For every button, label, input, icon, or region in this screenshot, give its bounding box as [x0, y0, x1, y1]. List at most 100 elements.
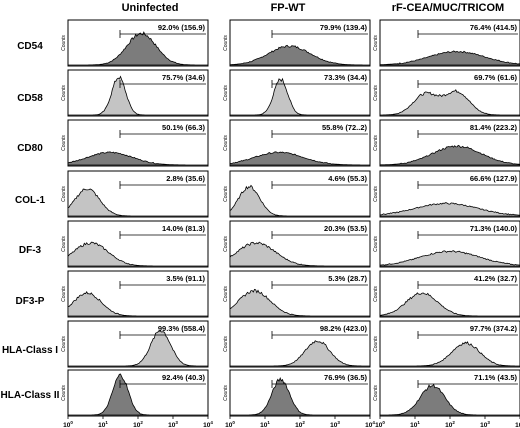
- y-axis-label: Counts: [373, 186, 379, 202]
- x-tick-label: 103: [330, 420, 340, 428]
- histogram-panel-hla-class-ii-uninfected: Counts 92.4% (40.3) 100 101 102 103 104: [61, 369, 213, 428]
- row-label-cd58: CD58: [17, 93, 43, 104]
- gate-percent-label: 66.6% (127.9): [470, 174, 518, 183]
- histogram-panel-df3-p-uninfected: Counts 3.5% (91.1): [61, 270, 209, 318]
- column-headers: Uninfected FP-WT rF-CEA/MUC/TRICOM: [122, 2, 505, 14]
- panel-frame: [67, 19, 209, 67]
- y-axis-label: Counts: [373, 135, 379, 151]
- y-axis-label: Counts: [61, 135, 67, 151]
- histogram-panel-cd54-uninfected: Counts 92.0% (156.9): [61, 19, 209, 67]
- panel-frame: [379, 320, 520, 368]
- histogram-area: [68, 330, 208, 367]
- histogram-area: [67, 291, 208, 317]
- histogram-panel-cd58-fp-wt: Counts 73.3% (34.4): [223, 69, 371, 117]
- x-tick-label: 104: [515, 420, 520, 428]
- y-axis-label: Counts: [223, 35, 229, 51]
- panel-frame: [67, 220, 209, 268]
- panel-frame: [379, 119, 520, 167]
- histogram-area: [379, 292, 520, 317]
- gate-percent-label: 50.1% (66.3): [162, 123, 205, 132]
- gate-percent-label: 98.2% (423.0): [320, 324, 368, 333]
- y-axis-label: Counts: [373, 385, 379, 401]
- panel-frame: [229, 220, 371, 268]
- y-axis-label: Counts: [223, 385, 229, 401]
- histogram-panel-df-3-fp-wt: Counts 20.3% (53.5): [223, 220, 371, 268]
- row-label-hla-class-i: HLA-Class I: [2, 345, 58, 356]
- x-tick-label: 104: [365, 420, 375, 428]
- gate-percent-label: 41.2% (32.7): [474, 274, 517, 283]
- column-header-rf-cea-muc-tricom: rF-CEA/MUC/TRICOM: [392, 2, 504, 14]
- column-header-uninfected: Uninfected: [122, 2, 179, 14]
- x-tick-label: 103: [168, 420, 178, 428]
- histogram-panel-cd54-fp-wt: Counts 79.9% (139.4): [223, 19, 371, 67]
- y-axis-label: Counts: [61, 336, 67, 352]
- histogram-area: [229, 44, 370, 66]
- gate-percent-label: 79.9% (139.4): [320, 23, 368, 32]
- histogram-panel-cd80-fp-wt: Counts 55.8% (72..2): [223, 119, 371, 167]
- gate-percent-label: 81.4% (223.2): [470, 123, 518, 132]
- histogram-area: [379, 50, 520, 66]
- histogram-area: [379, 250, 520, 267]
- y-axis-label: Counts: [373, 35, 379, 51]
- histogram-area: [229, 151, 370, 166]
- histogram-area: [67, 241, 208, 267]
- panel-frame: [229, 170, 371, 218]
- histogram-area: [229, 184, 370, 217]
- x-tick-label: 102: [295, 420, 305, 428]
- gate-percent-label: 3.5% (91.1): [166, 274, 205, 283]
- panel-frame: [67, 69, 209, 117]
- gate-percent-label: 5.3% (28.7): [328, 274, 367, 283]
- y-axis-label: Counts: [223, 286, 229, 302]
- x-tick-label: 102: [133, 420, 143, 428]
- row-label-cd80: CD80: [17, 143, 43, 154]
- panel-frame: [67, 170, 209, 218]
- y-axis-label: Counts: [61, 35, 67, 51]
- y-axis-label: Counts: [223, 186, 229, 202]
- y-axis-label: Counts: [61, 85, 67, 101]
- histogram-area: [380, 383, 520, 416]
- y-axis-label: Counts: [61, 385, 67, 401]
- gate-percent-label: 99.3% (558.4): [158, 324, 206, 333]
- y-axis-label: Counts: [373, 336, 379, 352]
- gate-percent-label: 55.8% (72..2): [322, 123, 368, 132]
- histogram-area: [67, 188, 208, 217]
- x-tick-label: 100: [63, 420, 73, 428]
- y-axis-label: Counts: [61, 286, 67, 302]
- gate-percent-label: 69.7% (61.6): [474, 73, 517, 82]
- histogram-area: [67, 151, 208, 166]
- gate-percent-label: 20.3% (53.5): [324, 224, 367, 233]
- histogram-area: [229, 241, 370, 267]
- histogram-panel-cd58-uninfected: Counts 75.7% (34.6): [61, 69, 209, 117]
- histogram-panel-cd80-rf-cea-muc-tricom: Counts 81.4% (223.2): [373, 119, 520, 167]
- histogram-panel-df-3-rf-cea-muc-tricom: Counts 71.3% (140.0): [373, 220, 520, 268]
- x-tick-label: 101: [260, 420, 270, 428]
- histogram-panel-cd58-rf-cea-muc-tricom: Counts 69.7% (61.6): [373, 69, 520, 117]
- row-labels: CD54 CD58 CD80 COL-1 DF-3 DF3-P HLA-Clas…: [1, 41, 60, 401]
- y-axis-label: Counts: [373, 236, 379, 252]
- column-header-fp-wt: FP-WT: [271, 2, 306, 14]
- row-label-hla-class-ii: HLA-Class II: [1, 390, 60, 401]
- row-label-col-1: COL-1: [15, 195, 45, 206]
- histogram-area: [68, 75, 208, 116]
- histogram-area: [379, 144, 520, 166]
- row-label-df-3: DF-3: [19, 245, 42, 256]
- histogram-area: [380, 89, 520, 116]
- panel-frame: [379, 170, 520, 218]
- y-axis-label: Counts: [223, 85, 229, 101]
- gate-percent-label: 4.6% (55.3): [328, 174, 367, 183]
- y-axis-label: Counts: [223, 135, 229, 151]
- histogram-panel-col-1-rf-cea-muc-tricom: Counts 66.6% (127.9): [373, 170, 520, 218]
- row-label-cd54: CD54: [17, 41, 43, 52]
- histogram-panel-df3-p-rf-cea-muc-tricom: Counts 41.2% (32.7): [373, 270, 520, 318]
- x-tick-label: 104: [203, 420, 213, 428]
- histogram-area: [230, 77, 370, 116]
- gate-percent-label: 97.7% (374.2): [470, 324, 518, 333]
- panel-frame: [229, 270, 371, 318]
- histogram-area: [68, 31, 208, 66]
- x-tick-label: 100: [225, 420, 235, 428]
- histogram-panel-cd80-uninfected: Counts 50.1% (66.3): [61, 119, 209, 167]
- histogram-area: [230, 377, 370, 416]
- panel-frame: [67, 270, 209, 318]
- gate-percent-label: 71.1% (43.5): [474, 373, 517, 382]
